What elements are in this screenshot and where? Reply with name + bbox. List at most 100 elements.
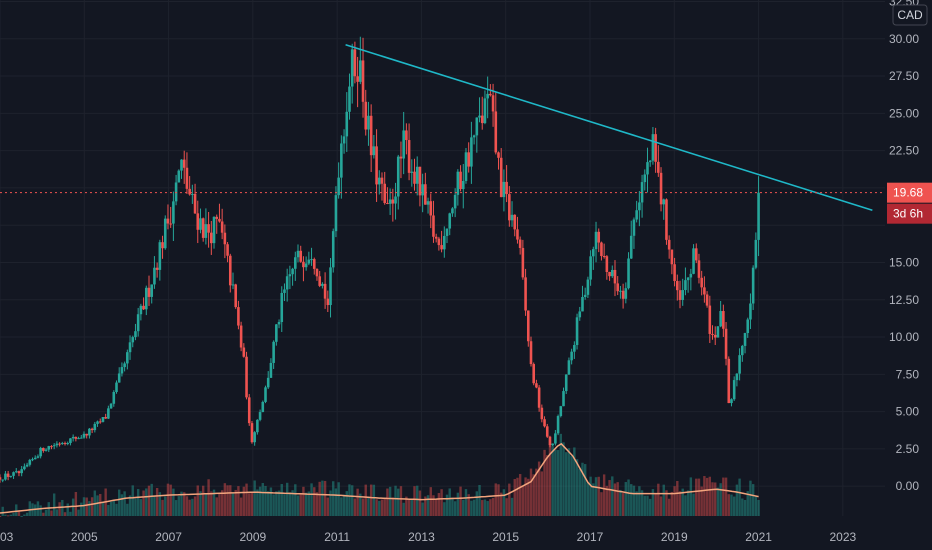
volume-bar [0, 516, 2, 517]
volume-bar [643, 495, 646, 516]
volume-bar [147, 485, 151, 516]
candle-body [340, 143, 343, 178]
volume-bar [310, 483, 313, 516]
candle-body [638, 202, 641, 211]
volume-bar [703, 476, 706, 516]
volume-bar [34, 504, 37, 516]
candle-body [79, 437, 83, 439]
volume-bar [356, 488, 359, 516]
candle-body [415, 166, 419, 184]
volume-bar [638, 486, 641, 516]
volume-bar [288, 492, 292, 516]
volume-bar [451, 497, 454, 516]
candle-body [1, 479, 5, 481]
candle-body [52, 445, 56, 447]
volume-bar [55, 509, 59, 516]
candle-body [356, 76, 359, 82]
volume-bar [676, 480, 679, 516]
price-axis[interactable]: 0.00 2.50 5.00 7.50 10.00 12.50 15.00 22.50 25.0… [889, 0, 919, 493]
time-axis[interactable]: 2003 2005 2007 2009 2011 2013 2015 2017 2019 2021… [0, 530, 857, 544]
volume-bar [581, 462, 584, 516]
volume-bar [321, 480, 324, 516]
volume-bar [524, 477, 527, 516]
volume-bar [17, 510, 21, 516]
volume-bar [670, 491, 674, 516]
candle-body [296, 250, 300, 258]
candle-body [472, 135, 476, 138]
candle-body [732, 380, 736, 400]
candle-body [602, 256, 606, 258]
volume-bar [383, 499, 386, 516]
candle-body [304, 263, 308, 268]
volume-bar [340, 497, 343, 516]
candle-body [386, 203, 389, 205]
candle-body [559, 406, 563, 417]
candle-body [299, 250, 303, 262]
currency-button[interactable]: CAD [892, 4, 928, 26]
volume-bar [402, 502, 405, 516]
volume-bar [142, 490, 145, 516]
volume-bar [746, 491, 749, 516]
volume-bar [183, 492, 186, 516]
candle-body [150, 284, 154, 297]
candle-body [20, 469, 23, 474]
candle-body [237, 307, 240, 326]
volume-bar [413, 486, 416, 516]
time-axis-tick-label: 2011 [324, 530, 350, 544]
volume-bar [499, 492, 503, 516]
candle-body [692, 248, 695, 274]
candle-body [502, 181, 506, 198]
volume-bar [193, 496, 197, 516]
candle-body [82, 433, 86, 438]
volume-bar [231, 492, 235, 516]
candle-body [399, 156, 403, 159]
time-axis-tick-label: 2007 [155, 530, 182, 544]
volume-bar [692, 493, 695, 516]
candle-body [659, 172, 663, 205]
candle-body [610, 269, 614, 277]
candle-body [204, 224, 208, 238]
volume-bar [364, 484, 367, 516]
volume-bar [139, 499, 143, 516]
volume-bar [294, 484, 297, 516]
candle-body [749, 303, 752, 320]
volume-bar [229, 485, 232, 516]
volume-bar [334, 488, 338, 516]
candle-body [288, 274, 292, 277]
candle-body [629, 235, 633, 259]
volume-bar [378, 500, 381, 516]
candle-body [312, 259, 316, 269]
candle-body [50, 446, 53, 448]
volume-bar [586, 482, 590, 516]
candle-body [28, 459, 32, 465]
volume-bar [136, 489, 140, 516]
volume-bar [323, 480, 327, 516]
volume-bar [375, 499, 378, 516]
volume-bar [453, 501, 457, 516]
volume-bar [277, 490, 281, 516]
volume-bar [646, 495, 649, 516]
volume-bar [350, 485, 354, 516]
volume-bar [299, 494, 302, 516]
candle-body [359, 60, 362, 82]
volume-bar [210, 491, 213, 516]
volume-bar [686, 490, 690, 516]
candle-body [722, 311, 725, 329]
trendline[interactable] [345, 43, 873, 212]
candle-body [42, 447, 45, 451]
volume-bar [751, 484, 755, 516]
volume-bar [635, 491, 638, 516]
candle-body [33, 457, 37, 460]
candle-body [564, 374, 568, 392]
volume-bar [654, 493, 657, 516]
volume-bar [567, 448, 571, 516]
candle-body [532, 364, 536, 384]
candle-body [670, 249, 674, 265]
candle-body [188, 188, 191, 195]
candle-body [608, 272, 611, 277]
candle-body [407, 140, 411, 173]
candle-body [567, 360, 571, 375]
candle-body [421, 184, 424, 196]
